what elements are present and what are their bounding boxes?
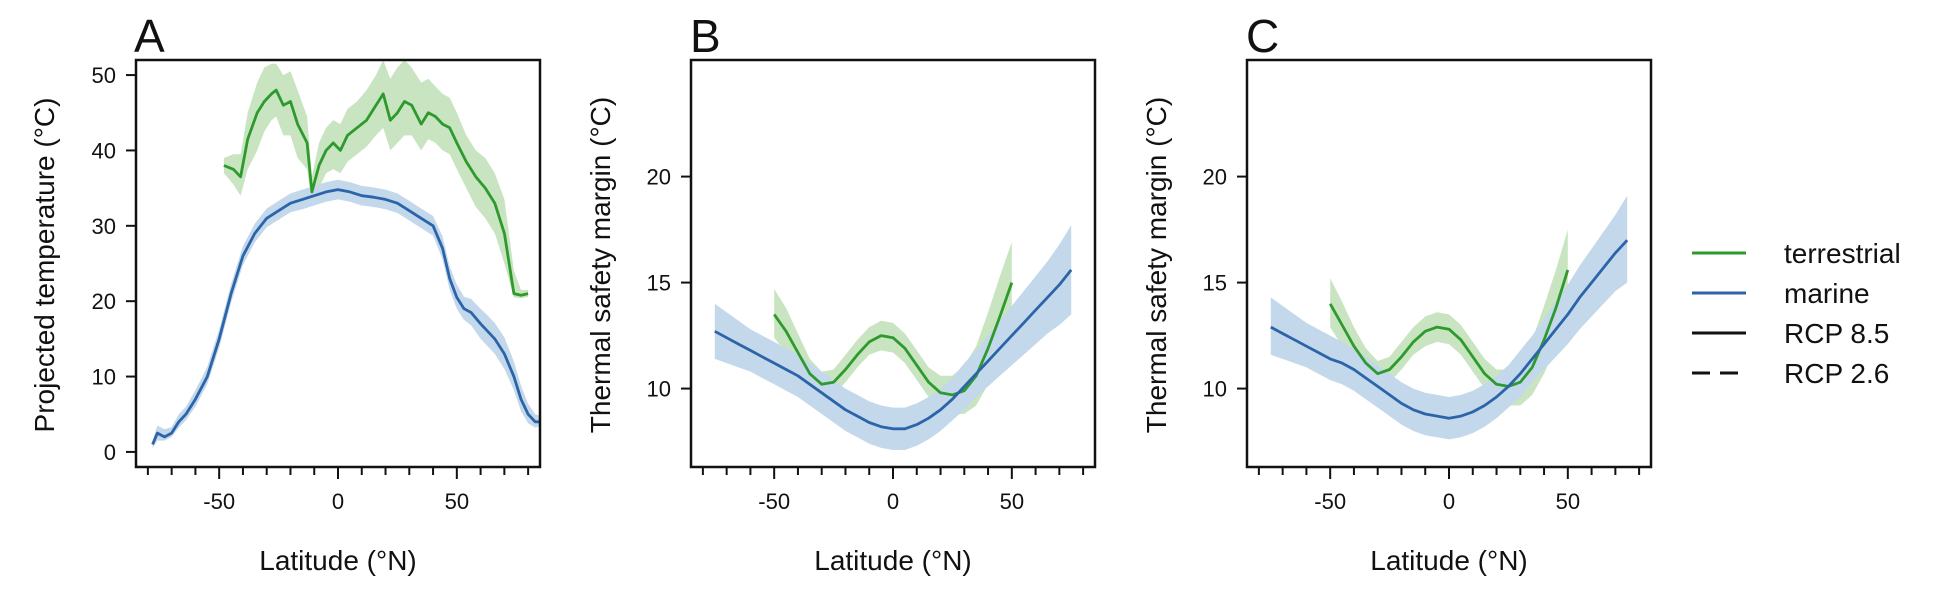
panel-a-series-lines bbox=[151, 88, 540, 445]
panel-c: C -50 0 50 10 15 20 Latitude (°N) Thermal saf… bbox=[1141, 10, 1653, 576]
panel-b-ticks: -50 0 50 10 15 20 bbox=[647, 165, 1085, 514]
panel-b-terrestrial-band bbox=[774, 242, 1012, 414]
panel-c-uncertainty-bands bbox=[1270, 195, 1628, 440]
panel-a-marine-line bbox=[151, 188, 540, 445]
panel-c-y-tick-label: 15 bbox=[1203, 271, 1227, 296]
panel-a-marine-band bbox=[152, 179, 540, 449]
legend-label-rcp26: RCP 2.6 bbox=[1784, 358, 1889, 389]
panel-c-marine-band bbox=[1270, 195, 1628, 440]
panel-c-terrestrial-band bbox=[1330, 229, 1568, 406]
panel-a-y-tick-label: 10 bbox=[92, 365, 116, 390]
legend-item-rcp26: RCP 2.6 bbox=[1692, 358, 1889, 389]
panel-a-x-tick-label: 0 bbox=[332, 489, 344, 514]
panel-c-y-tick-label: 10 bbox=[1203, 377, 1227, 402]
panel-b-plot-frame bbox=[689, 58, 1097, 469]
panel-a-y-tick-label: 30 bbox=[92, 214, 116, 239]
legend-label-marine: marine bbox=[1784, 278, 1870, 309]
legend-label-rcp85: RCP 8.5 bbox=[1784, 318, 1889, 349]
panel-a-x-axis-title: Latitude (°N) bbox=[259, 545, 417, 576]
panel-a-y-axis-title: Projected temperature (°C) bbox=[29, 98, 60, 433]
legend-label-terrestrial: terrestrial bbox=[1784, 238, 1901, 269]
panel-a-y-tick-label: 20 bbox=[92, 289, 116, 314]
panel-a-terrestrial-line bbox=[223, 88, 529, 297]
panel-a-y-tick-label: 50 bbox=[92, 63, 116, 88]
panel-b-y-tick-label: 15 bbox=[647, 271, 671, 296]
panel-a-x-tick-label: 50 bbox=[445, 489, 469, 514]
panel-b-terrestrial-line bbox=[773, 282, 1014, 397]
panel-a-terrestrial-band bbox=[223, 60, 529, 299]
panel-a-uncertainty-bands bbox=[152, 60, 540, 449]
panel-c-ticks: -50 0 50 10 15 20 bbox=[1203, 165, 1641, 514]
panel-a-y-tick-label: 0 bbox=[104, 440, 116, 465]
panel-b-marine-band bbox=[714, 225, 1072, 450]
panel-a: A -50 0 50 0 10 20 30 40 50 Latitude (°N) Projec… bbox=[29, 10, 542, 576]
panel-c-x-tick-label: 50 bbox=[1556, 489, 1580, 514]
panel-letter-a: A bbox=[134, 10, 165, 62]
panel-b-marine-line bbox=[714, 269, 1073, 431]
legend-item-terrestrial: terrestrial bbox=[1692, 238, 1901, 269]
panel-letter-b: B bbox=[690, 10, 721, 62]
panel-a-ticks: -50 0 50 0 10 20 30 40 50 bbox=[92, 63, 530, 514]
panel-c-y-tick-label: 20 bbox=[1203, 165, 1227, 190]
panel-c-y-axis-title: Thermal safety margin (°C) bbox=[1141, 97, 1172, 433]
panel-b-x-tick-label: -50 bbox=[758, 489, 790, 514]
panel-b-x-axis-title: Latitude (°N) bbox=[814, 545, 972, 576]
panel-b: B -50 0 50 10 15 20 Latitude (°N) Thermal saf… bbox=[585, 10, 1097, 576]
panel-c-x-tick-label: -50 bbox=[1314, 489, 1346, 514]
panel-letter-c: C bbox=[1246, 10, 1279, 62]
panel-c-marine-line bbox=[1270, 239, 1629, 420]
panel-b-series-lines bbox=[714, 269, 1073, 431]
panel-c-x-tick-label: 0 bbox=[1443, 489, 1455, 514]
panel-b-x-tick-label: 0 bbox=[887, 489, 899, 514]
panel-c-series-lines bbox=[1270, 239, 1629, 420]
panel-a-x-tick-label: -50 bbox=[203, 489, 235, 514]
legend: terrestrial marine RCP 8.5 RCP 2.6 bbox=[1692, 238, 1901, 389]
panel-a-plot-frame bbox=[134, 58, 542, 469]
panel-b-x-tick-label: 50 bbox=[1000, 489, 1024, 514]
panel-c-x-axis-title: Latitude (°N) bbox=[1370, 545, 1528, 576]
panel-c-terrestrial-line bbox=[1328, 269, 1570, 388]
panel-b-y-tick-label: 20 bbox=[647, 165, 671, 190]
panel-a-y-tick-label: 40 bbox=[92, 138, 116, 163]
panel-b-y-axis-title: Thermal safety margin (°C) bbox=[585, 97, 616, 433]
panel-b-uncertainty-bands bbox=[714, 225, 1072, 450]
legend-item-rcp85: RCP 8.5 bbox=[1692, 318, 1889, 349]
panel-b-y-tick-label: 10 bbox=[647, 377, 671, 402]
legend-item-marine: marine bbox=[1692, 278, 1870, 309]
